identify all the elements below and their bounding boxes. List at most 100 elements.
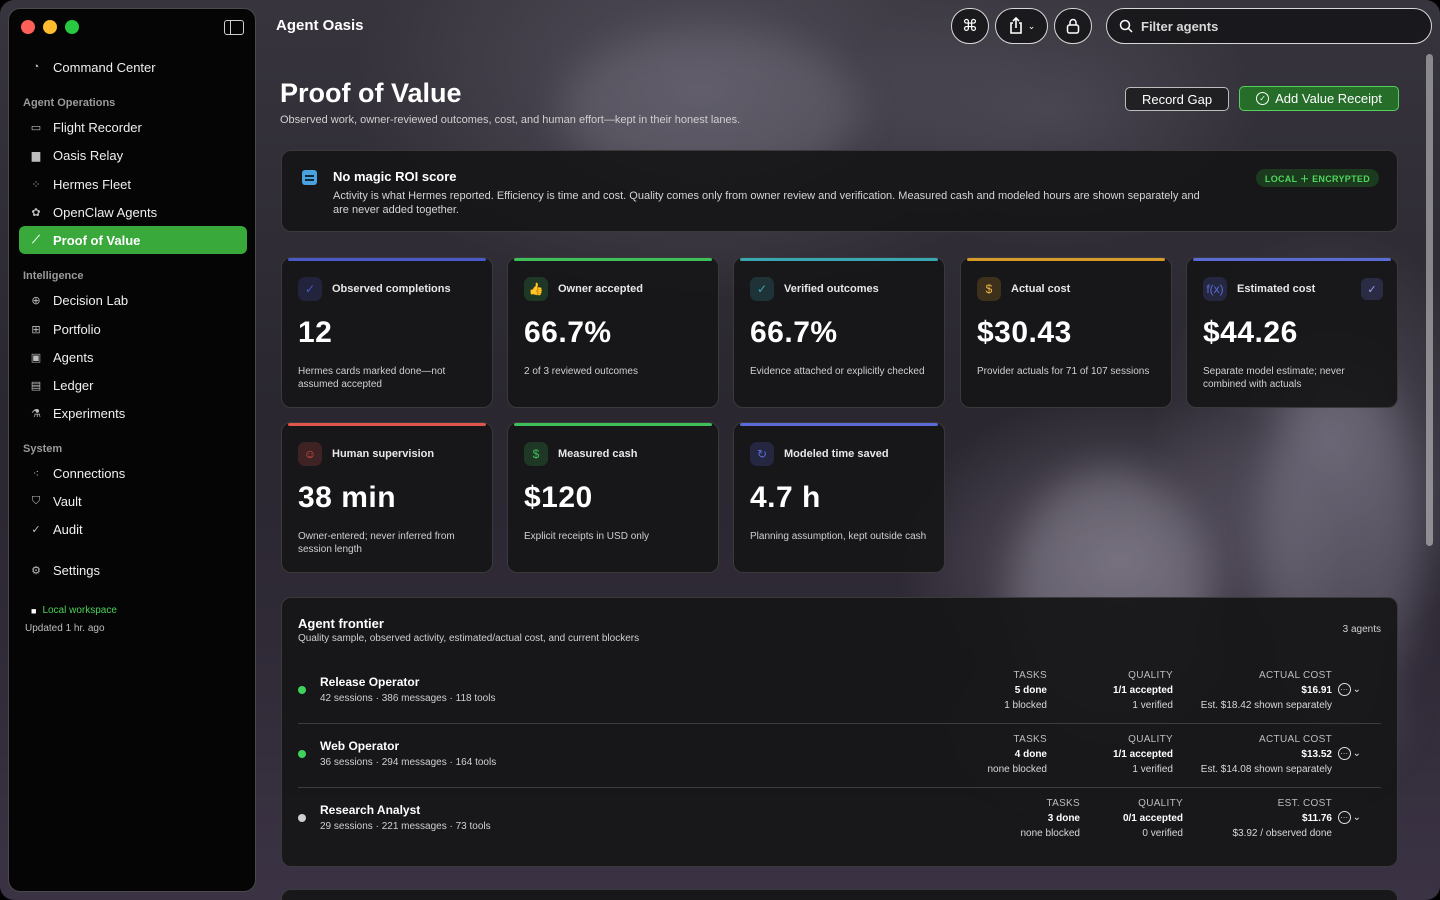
column-value: $11.76 bbox=[1301, 813, 1332, 824]
column-sub: $3.92 / observed done bbox=[1232, 828, 1332, 839]
chevron-down-icon: ⌄ bbox=[1352, 684, 1361, 695]
metric-label: Owner accepted bbox=[558, 283, 643, 295]
sidebar-item-label: Hermes Fleet bbox=[53, 176, 132, 192]
quality-column: QUALITY 0/1 accepted 0 verified bbox=[1123, 796, 1183, 841]
add-value-receipt-button[interactable]: ✓ Add Value Receipt bbox=[1239, 86, 1399, 111]
agent-row[interactable]: Research Analyst 29 sessions · 221 messa… bbox=[298, 792, 1381, 852]
row-actions-button[interactable]: ··· ⌄ bbox=[1337, 683, 1361, 696]
banknote-icon: $ bbox=[524, 442, 548, 466]
sidebar-item-label: Experiments bbox=[53, 405, 126, 421]
shield-icon: ⛉ bbox=[31, 494, 41, 507]
human-supervision-card[interactable]: ☺ Human supervision 38 min Owner-entered; n… bbox=[281, 422, 493, 573]
app-title: Agent Oasis bbox=[276, 17, 364, 34]
sidebar: ◔ Command Center Agent Operations ▭ Flig… bbox=[8, 8, 256, 892]
sidebar-item-label: Flight Recorder bbox=[53, 119, 142, 135]
page-subtitle: Observed work, owner-reviewed outcomes, … bbox=[280, 114, 741, 126]
column-value: 4 done bbox=[1014, 749, 1047, 760]
grid-icon: ⊞ bbox=[31, 323, 41, 336]
column-sub: none blocked bbox=[987, 764, 1048, 775]
sidebar-item-agents[interactable]: ▣ Agents bbox=[19, 343, 247, 371]
verified-toggle-icon[interactable]: ✓ bbox=[1361, 278, 1383, 300]
section-label-intelligence: Intelligence bbox=[23, 270, 84, 282]
sidebar-item-flight-recorder[interactable]: ▭ Flight Recorder bbox=[19, 113, 247, 141]
updated-timestamp: Updated 1 hr. ago bbox=[25, 623, 105, 634]
sidebar-item-label: Portfolio bbox=[53, 321, 101, 337]
frontier-title: Agent frontier bbox=[298, 616, 384, 631]
cost-column: ACTUAL COST $16.91 Est. $18.42 shown sep… bbox=[1201, 668, 1332, 713]
share-icon bbox=[1009, 17, 1022, 34]
people-icon: ☺ bbox=[298, 442, 322, 466]
metric-label: Verified outcomes bbox=[784, 283, 879, 295]
agent-meta: 36 sessions · 294 messages · 164 tools bbox=[320, 757, 497, 768]
column-sub: Est. $18.42 shown separately bbox=[1200, 700, 1332, 711]
sidebar-toggle-icon[interactable] bbox=[224, 20, 244, 35]
filter-agents-input[interactable] bbox=[1141, 18, 1401, 34]
metric-description: Provider actuals for 71 of 107 sessions bbox=[977, 366, 1150, 377]
card-accent-bar bbox=[288, 423, 486, 426]
filter-agents-field[interactable] bbox=[1106, 8, 1432, 44]
sidebar-item-hermes-fleet[interactable]: ⁘ Hermes Fleet bbox=[19, 170, 247, 198]
observed-completions-card[interactable]: ✓ Observed completions 12 Hermes cards mark… bbox=[281, 257, 493, 408]
row-actions-button[interactable]: ··· ⌄ bbox=[1337, 811, 1361, 824]
metric-value: 66.7% bbox=[524, 316, 612, 349]
sidebar-item-label: Command Center bbox=[53, 59, 156, 75]
more-icon: ··· bbox=[1337, 747, 1351, 760]
chevron-down-icon: ⌄ bbox=[1352, 812, 1361, 823]
metric-value: $30.43 bbox=[977, 316, 1072, 349]
owner-accepted-card[interactable]: 👍 Owner accepted 66.7% 2 of 3 reviewed outc… bbox=[507, 257, 719, 408]
quality-column: QUALITY 1/1 accepted 1 verified bbox=[1113, 732, 1173, 777]
sidebar-item-proof-of-value[interactable]: ⟋ Proof of Value bbox=[19, 226, 247, 254]
main-scrollbar[interactable] bbox=[1426, 54, 1433, 546]
verified-outcomes-card[interactable]: ✓ Verified outcomes 66.7% Evidence attached… bbox=[733, 257, 945, 408]
ledger-icon: ▤ bbox=[30, 379, 42, 392]
card-accent-bar bbox=[288, 258, 486, 261]
roi-notice: No magic ROI score Activity is what Herm… bbox=[281, 150, 1398, 232]
card-accent-bar bbox=[740, 423, 938, 426]
zoom-window-button[interactable] bbox=[65, 20, 79, 34]
sidebar-item-settings[interactable]: ⚙ Settings bbox=[19, 556, 247, 584]
function-icon: f(x) bbox=[1203, 277, 1227, 301]
sidebar-item-oasis-relay[interactable]: ▆ Oasis Relay bbox=[19, 141, 247, 169]
sidebar-item-openclaw-agents[interactable]: ✿ OpenClaw Agents bbox=[19, 198, 247, 226]
sidebar-item-vault[interactable]: ⛉ Vault bbox=[19, 487, 247, 515]
clock-arrow-icon: ↻ bbox=[750, 442, 774, 466]
gear-icon: ⚙ bbox=[31, 564, 41, 577]
notice-title: No magic ROI score bbox=[333, 169, 457, 184]
metric-label: Measured cash bbox=[558, 448, 638, 460]
sidebar-item-command-center[interactable]: ◔ Command Center bbox=[19, 53, 247, 81]
agent-row[interactable]: Release Operator 42 sessions · 386 messa… bbox=[298, 664, 1381, 724]
estimated-cost-card[interactable]: f(x) Estimated cost $44.26 Separate model e… bbox=[1186, 257, 1398, 408]
chevron-down-icon: ⌄ bbox=[1352, 748, 1361, 759]
row-actions-button[interactable]: ··· ⌄ bbox=[1337, 747, 1361, 760]
workspace-label: Local workspace bbox=[42, 605, 117, 616]
sidebar-item-decision-lab[interactable]: ⊕ Decision Lab bbox=[19, 286, 247, 314]
modeled-time-saved-card[interactable]: ↻ Modeled time saved 4.7 h Planning assumpt… bbox=[733, 422, 945, 573]
metric-value: $44.26 bbox=[1203, 316, 1298, 349]
lock-button[interactable] bbox=[1054, 8, 1092, 44]
sidebar-item-audit[interactable]: ✓ Audit bbox=[19, 515, 247, 543]
status-dot bbox=[298, 750, 306, 758]
more-icon: ··· bbox=[1337, 683, 1351, 696]
agent-row[interactable]: Web Operator 36 sessions · 294 messages … bbox=[298, 728, 1381, 788]
sidebar-item-label: Proof of Value bbox=[53, 232, 141, 248]
metric-label: Observed completions bbox=[332, 283, 451, 295]
agent-meta: 29 sessions · 221 messages · 73 tools bbox=[320, 821, 491, 832]
actual-cost-card[interactable]: $ Actual cost $30.43 Provider actuals for 7… bbox=[960, 257, 1172, 408]
command-palette-button[interactable]: ⌘ bbox=[951, 8, 989, 44]
sidebar-item-connections[interactable]: ⁖ Connections bbox=[19, 459, 247, 487]
close-window-button[interactable] bbox=[21, 20, 35, 34]
sidebar-item-experiments[interactable]: ⚗ Experiments bbox=[19, 399, 247, 427]
metric-description: Explicit receipts in USD only bbox=[524, 531, 650, 542]
column-header: TASKS bbox=[1013, 734, 1047, 745]
minimize-window-button[interactable] bbox=[43, 20, 57, 34]
metric-description: Owner-entered; never inferred from sessi… bbox=[298, 531, 455, 555]
measured-cash-card[interactable]: $ Measured cash $120 Explicit receipts in U… bbox=[507, 422, 719, 573]
sidebar-item-portfolio[interactable]: ⊞ Portfolio bbox=[19, 315, 247, 343]
notice-body: Activity is what Hermes reported. Effici… bbox=[333, 190, 1200, 216]
page-title: Proof of Value bbox=[280, 78, 462, 108]
record-gap-button[interactable]: Record Gap bbox=[1125, 87, 1229, 111]
sidebar-item-ledger[interactable]: ▤ Ledger bbox=[19, 371, 247, 399]
column-sub: 1 verified bbox=[1132, 700, 1173, 711]
share-menu-button[interactable]: ⌄ bbox=[995, 8, 1048, 44]
